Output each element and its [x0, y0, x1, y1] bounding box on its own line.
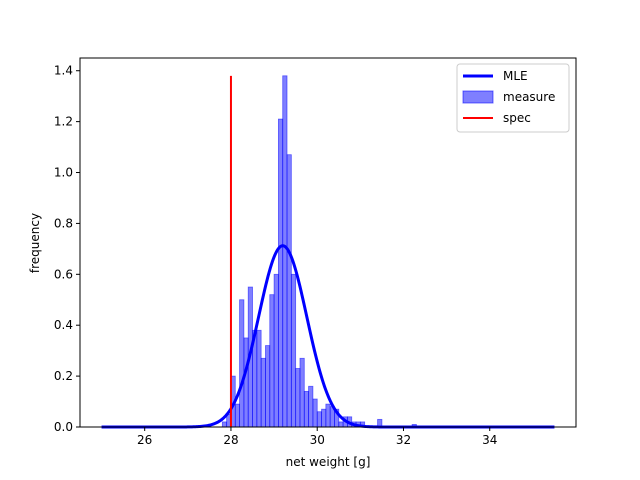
legend-label: measure	[503, 90, 555, 104]
histogram-bar	[269, 294, 275, 428]
x-tick-label: 32	[396, 433, 411, 447]
x-tick-label: 34	[482, 433, 497, 447]
histogram-bar	[338, 421, 344, 428]
histogram-bar	[239, 299, 245, 428]
histogram-bar	[316, 411, 322, 428]
x-axis-label: net weight [g]	[286, 455, 371, 469]
y-tick-label: 1.0	[54, 166, 73, 180]
legend-label: spec	[503, 111, 531, 125]
histogram-bar	[256, 329, 262, 428]
legend-measure-swatch	[462, 90, 494, 104]
histogram-bar	[265, 345, 271, 428]
x-tick-label: 30	[310, 433, 325, 447]
histogram-bar	[325, 403, 331, 428]
y-tick-label: 0.8	[54, 216, 73, 230]
axes-frame	[79, 57, 577, 428]
histogram-bar	[243, 337, 249, 428]
histogram-bar	[303, 390, 309, 428]
histogram-bar	[234, 403, 240, 428]
histogram-bar	[260, 357, 266, 428]
histogram-bar	[308, 385, 314, 428]
y-axis-label: frequency	[28, 213, 42, 273]
histogram-bar	[286, 154, 292, 428]
histogram-bar	[312, 398, 318, 428]
histogram-bar	[290, 273, 297, 428]
histogram-bar	[299, 357, 305, 428]
y-tick-label: 1.4	[54, 64, 73, 78]
y-tick-label: 0.2	[54, 369, 73, 383]
histogram-bar	[221, 421, 228, 428]
legend: MLE measure spec	[456, 63, 570, 133]
y-tick-label: 1.2	[54, 115, 73, 129]
histogram-bar	[273, 273, 279, 428]
y-tick-label: 0.6	[54, 267, 73, 281]
y-tick-label: 0.0	[54, 420, 73, 434]
legend-label: MLE	[503, 69, 528, 83]
x-tick-label: 26	[137, 433, 152, 447]
histogram-bar	[282, 75, 288, 428]
y-tick-label: 0.4	[54, 318, 73, 332]
x-tick-label: 28	[223, 433, 238, 447]
histogram-bar	[321, 408, 327, 428]
histogram-bar	[277, 118, 284, 428]
histogram-bar	[295, 368, 301, 428]
axes: 26 28 30 32 34 0.0 0.2 0.4 0.6 0.8 1.0 1.2 1.4	[54, 57, 577, 447]
legend-box	[456, 63, 570, 133]
